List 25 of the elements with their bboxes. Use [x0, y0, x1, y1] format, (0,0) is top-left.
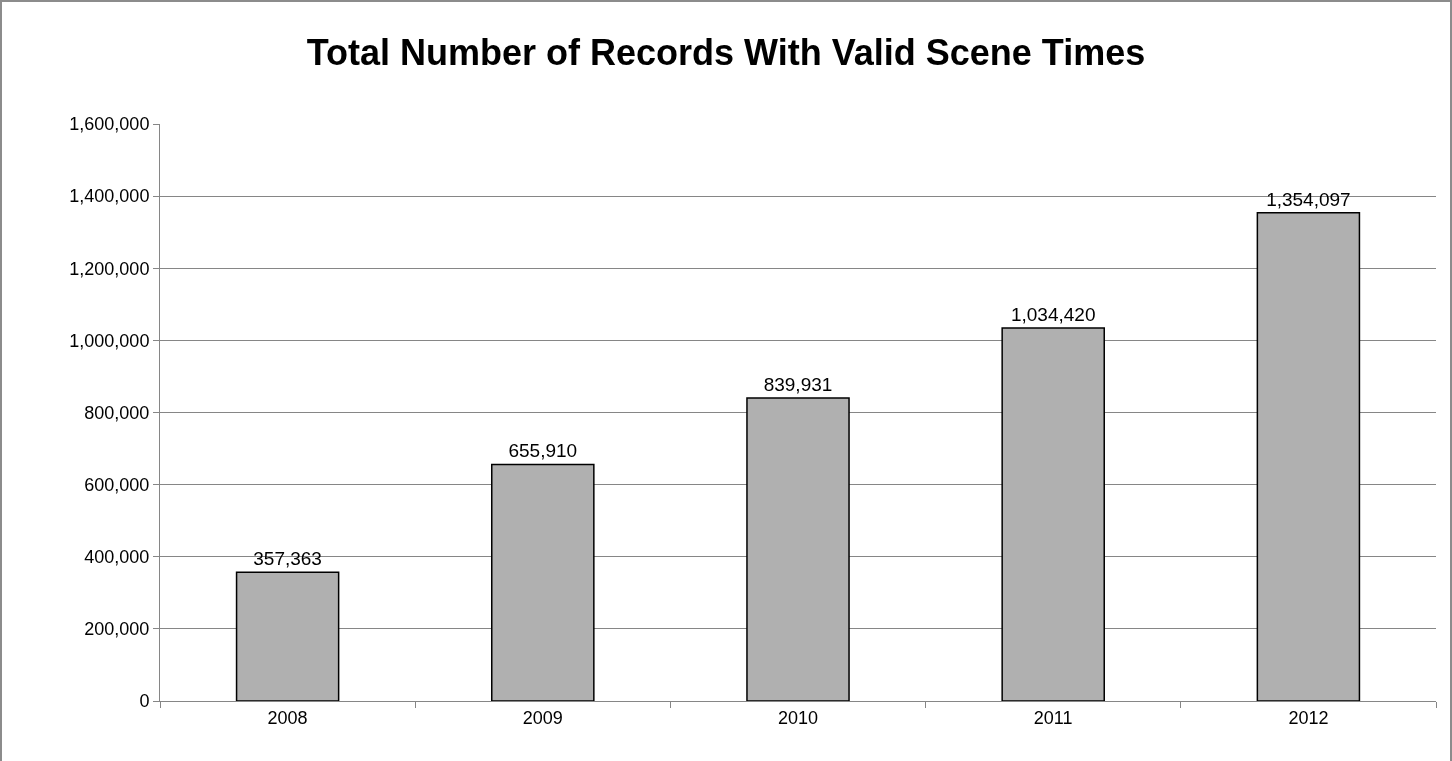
- x-tick-label: 2010: [777, 707, 819, 728]
- bar: [491, 463, 595, 701]
- y-tick-label: 1,200,000: [69, 258, 150, 279]
- data-label: 839,931: [763, 374, 833, 396]
- y-tick-label: 400,000: [84, 547, 150, 568]
- chart-title: Total Number of Records With Valid Scene Times: [306, 31, 1146, 73]
- data-label: 1,034,420: [1010, 303, 1096, 325]
- bar: [746, 397, 850, 701]
- x-tick-label: 2009: [522, 707, 563, 728]
- data-label: 357,363: [253, 548, 322, 570]
- y-tick-label: 200,000: [84, 619, 150, 640]
- bar: [1001, 327, 1105, 701]
- y-tick-label: 1,400,000: [69, 186, 150, 207]
- bar: [235, 571, 340, 701]
- data-label: 655,910: [508, 440, 578, 462]
- y-tick-label: 1,000,000: [69, 330, 150, 351]
- y-tick-label: 800,000: [84, 402, 150, 423]
- y-tick-label: 1,600,000: [69, 114, 150, 135]
- y-tick-label: 0: [139, 691, 150, 712]
- x-tick-label: 2012: [1288, 707, 1329, 728]
- x-tick-label: 2011: [1033, 707, 1073, 728]
- data-label: 1,354,097: [1266, 188, 1351, 210]
- bar: [1256, 211, 1361, 701]
- y-tick-label: 600,000: [84, 474, 150, 495]
- x-tick-label: 2008: [267, 707, 308, 728]
